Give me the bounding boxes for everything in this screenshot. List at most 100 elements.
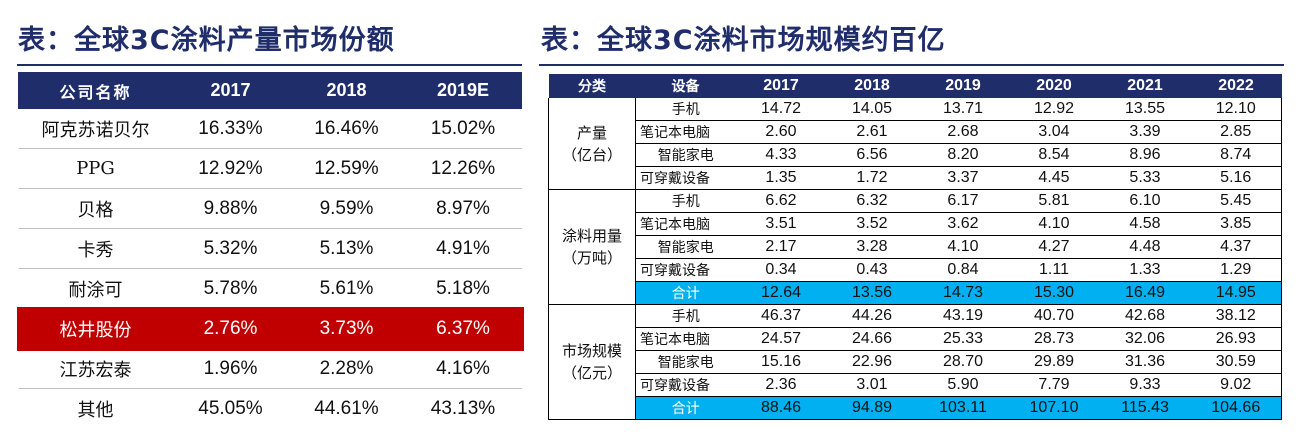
market-share-table: 公司名称 2017 2018 2019E 阿克苏诺贝尔 16.33% 16.46% 1…	[16, 72, 524, 429]
market-share-title: 表：全球3C涂料产量市场份额	[18, 25, 395, 56]
total-value-cell: 107.10	[1008, 396, 1100, 420]
value-cell: 38.12	[1190, 304, 1282, 328]
share-cell: 45.05%	[198, 397, 263, 419]
table-row: 可穿戴设备 2.36 3.01 5.90 7.79 9.33 9.02	[549, 373, 1282, 397]
market-size-title: 表：全球3C涂料市场规模约百亿	[541, 25, 946, 56]
value-cell: 8.96	[1099, 143, 1191, 167]
value-cell: 44.26	[826, 304, 918, 328]
value-cell: 4.33	[735, 143, 827, 167]
value-cell: 13.71	[917, 98, 1009, 121]
table-row: 市场规模 （亿元） 手机 46.37 44.26 43.19 40.70 42.68 38.12	[548, 304, 1282, 420]
device-cell: 智能家电	[635, 235, 736, 259]
value-cell: 8.74	[1190, 143, 1282, 167]
category-cell: 涂料用量 （万吨）	[548, 189, 636, 305]
table-row: 卡秀 5.32% 5.13% 4.91%	[18, 228, 522, 269]
share-cell: 44.61%	[314, 397, 379, 419]
value-cell: 4.10	[917, 235, 1009, 259]
value-cell: 1.33	[1099, 258, 1191, 282]
table-row: 笔记本电脑 2.60 2.61 2.68 3.04 3.39 2.85	[549, 120, 1282, 144]
table-row: 可穿戴设备 1.35 1.72 3.37 4.45 5.33 5.16	[549, 166, 1282, 190]
company-name-cell: 其他	[77, 399, 114, 421]
value-cell: 26.93	[1190, 327, 1282, 351]
value-cell: 42.68	[1099, 304, 1191, 328]
table-row: 笔记本电脑 3.51 3.52 3.62 4.10 4.58 3.85	[549, 212, 1282, 236]
value-cell: 5.90	[917, 373, 1009, 397]
total-value-cell: 16.49	[1099, 281, 1191, 305]
share-cell: 16.33%	[172, 108, 289, 149]
value-cell: 4.37	[1190, 235, 1282, 259]
table-row: 智能家电 4.33 6.56 8.20 8.54 8.96 8.74	[549, 143, 1282, 167]
share-cell: 9.88%	[172, 188, 289, 229]
device-cell: 手机	[635, 189, 736, 213]
category-unit: （亿元）	[561, 364, 622, 382]
company-name-cell: 卡秀	[18, 228, 173, 269]
value-cell: 29.89	[1008, 350, 1100, 374]
value-cell: 3.52	[826, 212, 918, 236]
share-cell: 12.26%	[404, 148, 522, 189]
share-cell: 5.61%	[288, 268, 405, 309]
device-cell: 手机	[635, 98, 736, 121]
device-cell: 笔记本电脑	[635, 212, 736, 236]
column-header: 2019E	[404, 72, 522, 109]
total-label: 合计	[635, 281, 736, 305]
category-unit: （万吨）	[561, 249, 622, 267]
market-size-table: 分类 设备 2017 2018 2019 2020 2021 2022 产量 （亿…	[548, 74, 1282, 420]
value-cell: 2.60	[735, 120, 827, 144]
value-cell: 43.19	[917, 304, 1009, 328]
share-cell: 4.91%	[404, 228, 522, 269]
table-row: 阿克苏诺贝尔 16.33% 16.46% 15.02%	[18, 108, 522, 149]
device-cell: 智能家电	[635, 350, 736, 374]
device-cell: 可穿戴设备	[635, 258, 736, 282]
value-cell: 14.05	[826, 98, 918, 121]
table-row: 产量 （亿台） 手机 14.72 14.05 13.71 12.92 13.55 12.10	[548, 98, 1282, 190]
device-cell: 手机	[635, 304, 736, 328]
title-divider-right	[539, 64, 1284, 66]
company-name-cell: 阿克苏诺贝尔	[18, 108, 173, 149]
company-name-cell: 江苏宏泰	[18, 348, 173, 389]
value-cell: 0.84	[917, 258, 1009, 282]
share-cell: 5.13%	[288, 228, 405, 269]
value-cell: 1.29	[1190, 258, 1282, 282]
total-value-cell: 115.43	[1099, 396, 1191, 420]
share-cell: 12.92%	[172, 148, 289, 189]
share-cell: 16.46%	[288, 108, 405, 149]
column-header: 2019	[917, 74, 1009, 98]
device-cell: 可穿戴设备	[635, 166, 736, 190]
value-cell: 1.35	[735, 166, 827, 190]
total-value-cell: 94.89	[826, 396, 918, 420]
value-cell: 3.04	[1008, 120, 1100, 144]
category-label: 市场规模	[561, 342, 622, 360]
column-header: 公司名称	[18, 72, 173, 109]
share-cell: 15.02%	[404, 108, 522, 149]
category-cell: 市场规模 （亿元）	[548, 304, 636, 420]
value-cell: 7.79	[1008, 373, 1100, 397]
table-header-row: 分类 设备 2017 2018 2019 2020 2021 2022	[548, 74, 1282, 98]
device-cell: 笔记本电脑	[635, 120, 736, 144]
value-cell: 8.54	[1008, 143, 1100, 167]
table-row: 智能家电 15.16 22.96 28.70 29.89 31.36 30.59	[549, 350, 1282, 374]
title-divider-left	[17, 64, 522, 66]
value-cell: 3.62	[917, 212, 1009, 236]
value-cell: 46.37	[735, 304, 827, 328]
value-cell: 6.56	[826, 143, 918, 167]
company-name-cell: 耐涂可	[18, 268, 173, 309]
share-cell: 2.28%	[288, 348, 405, 389]
value-cell: 3.39	[1099, 120, 1191, 144]
value-cell: 5.45	[1190, 189, 1282, 213]
share-cell: 4.16%	[404, 348, 522, 389]
value-cell: 31.36	[1099, 350, 1191, 374]
total-value-cell: 104.66	[1190, 396, 1282, 420]
value-cell: 22.96	[826, 350, 918, 374]
value-cell: 4.58	[1099, 212, 1191, 236]
total-value-cell: 14.95	[1190, 281, 1282, 305]
value-cell: 9.33	[1099, 373, 1191, 397]
value-cell: 3.28	[826, 235, 918, 259]
value-cell: 12.92	[1008, 98, 1100, 121]
share-cell: 5.32%	[172, 228, 289, 269]
share-cell: 1.96%	[172, 348, 289, 389]
company-name-cell: 松井股份	[18, 308, 173, 349]
table-row: 其他 45.05% 44.61% 43.13%	[19, 389, 522, 429]
share-cell: 2.76%	[172, 308, 289, 349]
company-name-cell: 贝格	[18, 188, 173, 229]
total-row: 合计 12.64 13.56 14.73 15.30 16.49 14.95	[549, 281, 1282, 305]
